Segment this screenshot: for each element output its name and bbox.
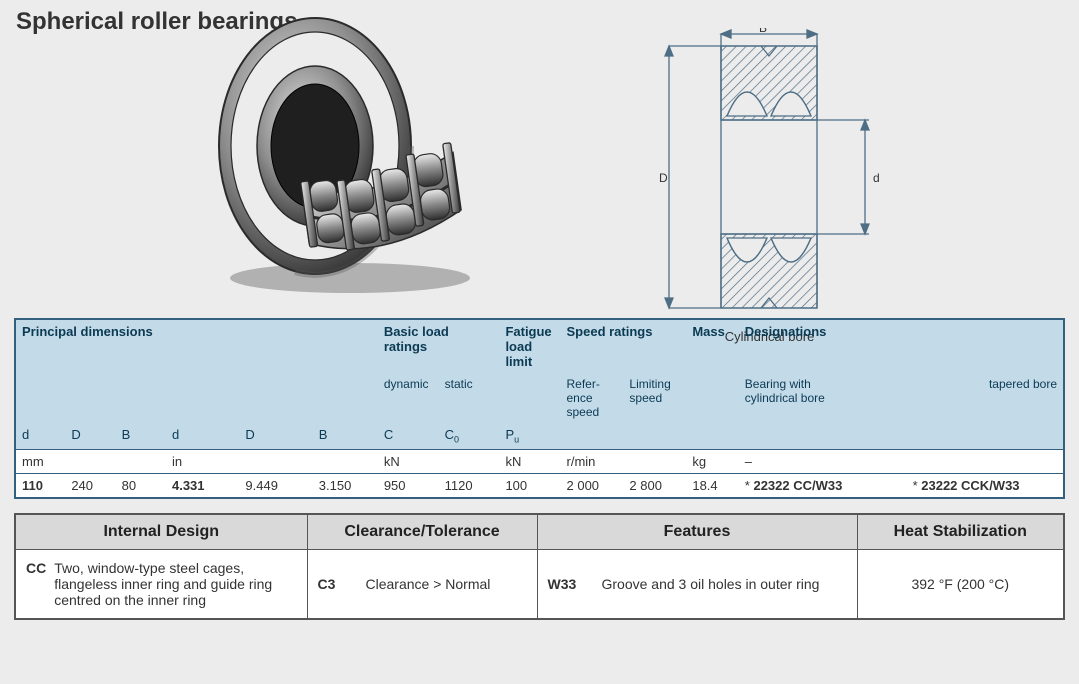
dim-d-label: d bbox=[873, 171, 880, 185]
val-d-in: 4.331 bbox=[166, 473, 239, 498]
table-row: 110 240 80 4.331 9.449 3.150 950 1120 10… bbox=[15, 473, 1064, 498]
sym-d-in: d bbox=[166, 423, 239, 449]
val-C0: 1120 bbox=[439, 473, 500, 498]
sym-C0: C0 bbox=[439, 423, 500, 449]
sub-dynamic: dynamic bbox=[378, 373, 439, 423]
hero-row: D B d bbox=[14, 6, 1065, 316]
sub-tapered: tapered bore bbox=[907, 373, 1064, 423]
val-desig-tap: * 23222 CCK/W33 bbox=[907, 473, 1064, 498]
dim-B-label: B bbox=[758, 28, 766, 35]
spec-table: Principal dimensions Basic load ratings … bbox=[14, 318, 1065, 499]
val-B-in: 3.150 bbox=[313, 473, 378, 498]
cell-internal: CC Two, window-type steel cages, flangel… bbox=[15, 549, 307, 619]
hdr-principal: Principal dimensions bbox=[15, 319, 378, 373]
val-refspeed: 2 000 bbox=[561, 473, 624, 498]
unit-in: in bbox=[166, 449, 378, 473]
bearing-schematic: D B d bbox=[655, 28, 885, 344]
val-Pu: 100 bbox=[499, 473, 560, 498]
unit-kg: kg bbox=[686, 449, 738, 473]
sym-Pu: Pu bbox=[499, 423, 560, 449]
sym-B: B bbox=[116, 423, 166, 449]
sub-static: static bbox=[439, 373, 500, 423]
sym-B-in: B bbox=[313, 423, 378, 449]
unit-dash: – bbox=[739, 449, 1064, 473]
dh-heat: Heat Stabilization bbox=[857, 514, 1064, 550]
unit-kN2: kN bbox=[499, 449, 560, 473]
sub-limspeed: Limiting speed bbox=[623, 373, 686, 423]
dim-D-label: D bbox=[659, 171, 668, 185]
internal-text: Two, window-type steel cages, flangeless… bbox=[54, 560, 296, 608]
bearing-3d-render bbox=[195, 6, 515, 306]
hdr-basic-load: Basic load ratings bbox=[378, 319, 500, 373]
sym-C: C bbox=[378, 423, 439, 449]
val-C: 950 bbox=[378, 473, 439, 498]
val-d-mm: 110 bbox=[15, 473, 65, 498]
val-desig-cyl: * 22322 CC/W33 bbox=[739, 473, 907, 498]
clearance-code: C3 bbox=[318, 576, 352, 592]
hdr-fatigue: Fatigue load limit bbox=[499, 319, 560, 373]
cell-clearance: C3 Clearance > Normal bbox=[307, 549, 537, 619]
cell-heat: 392 °F (200 °C) bbox=[857, 549, 1064, 619]
unit-rmin: r/min bbox=[561, 449, 687, 473]
sym-D-in: D bbox=[239, 423, 312, 449]
sub-refspeed: Refer- ence speed bbox=[561, 373, 624, 423]
val-limspeed: 2 800 bbox=[623, 473, 686, 498]
val-D-mm: 240 bbox=[65, 473, 115, 498]
val-D-in: 9.449 bbox=[239, 473, 312, 498]
features-code: W33 bbox=[548, 576, 590, 592]
dh-features: Features bbox=[537, 514, 857, 550]
val-mass: 18.4 bbox=[686, 473, 738, 498]
details-table: Internal Design Clearance/Tolerance Feat… bbox=[14, 513, 1065, 620]
features-text: Groove and 3 oil holes in outer ring bbox=[602, 576, 820, 592]
val-B-mm: 80 bbox=[116, 473, 166, 498]
clearance-text: Clearance > Normal bbox=[366, 576, 491, 592]
internal-code: CC bbox=[26, 560, 46, 608]
dh-clearance: Clearance/Tolerance bbox=[307, 514, 537, 550]
hdr-designations: Designations bbox=[739, 319, 1064, 373]
unit-kN: kN bbox=[378, 449, 500, 473]
cell-features: W33 Groove and 3 oil holes in outer ring bbox=[537, 549, 857, 619]
sym-d: d bbox=[15, 423, 65, 449]
sym-D: D bbox=[65, 423, 115, 449]
sub-withcyl: Bearing with cylindrical bore bbox=[739, 373, 907, 423]
dh-internal: Internal Design bbox=[15, 514, 307, 550]
unit-mm: mm bbox=[15, 449, 166, 473]
